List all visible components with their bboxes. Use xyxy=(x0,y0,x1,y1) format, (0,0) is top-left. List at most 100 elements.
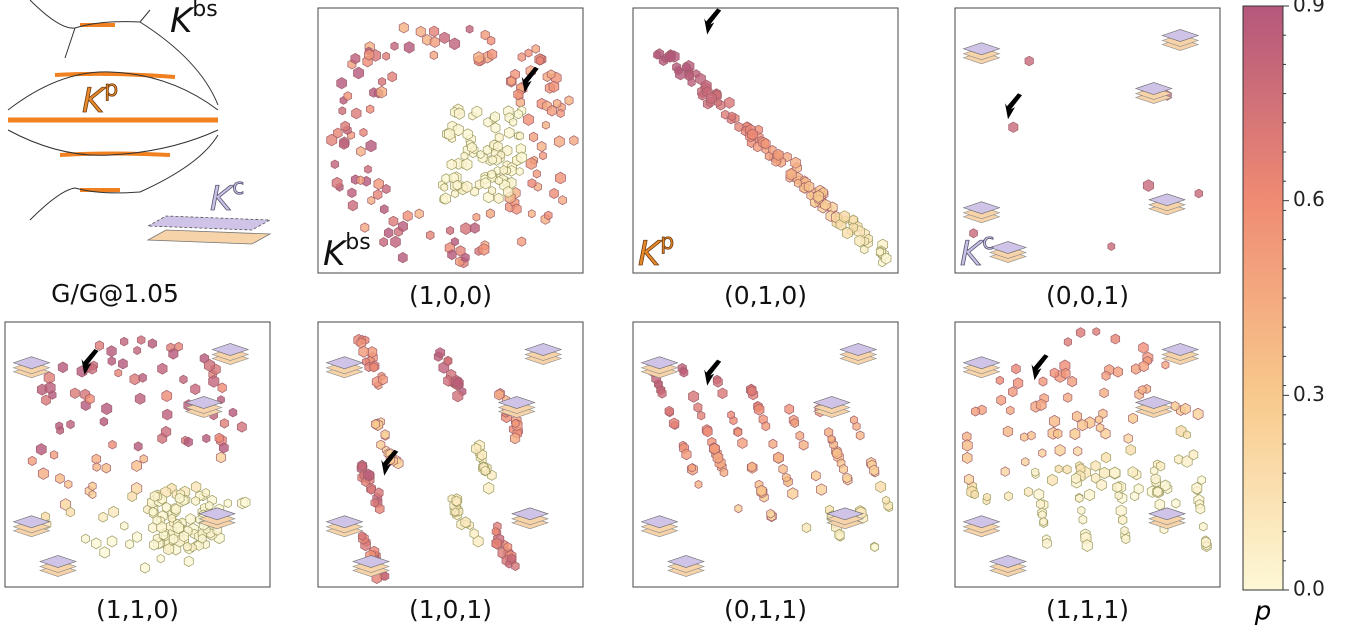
hex-point xyxy=(447,159,456,170)
hex-point xyxy=(769,439,777,448)
hex-point xyxy=(491,123,500,133)
hex-point xyxy=(997,395,1006,405)
hex-point xyxy=(767,509,775,518)
hex-point xyxy=(555,172,565,184)
hex-point xyxy=(109,440,117,449)
hex-point xyxy=(363,469,373,481)
hex-point xyxy=(791,419,799,428)
hex-point xyxy=(358,462,366,471)
hex-point xyxy=(514,89,523,100)
hex-point xyxy=(1110,467,1120,479)
hex-point xyxy=(206,501,213,510)
hex-point xyxy=(720,468,728,477)
hex-point xyxy=(168,514,175,522)
colorbar-label: p xyxy=(1254,597,1272,627)
hex-point xyxy=(1097,479,1107,490)
hex-point xyxy=(796,431,804,440)
hex-point xyxy=(528,179,536,188)
hex-point xyxy=(220,419,228,429)
hex-point xyxy=(216,452,225,463)
hex-point xyxy=(962,452,972,463)
hex-point xyxy=(523,114,533,126)
hex-point xyxy=(794,179,801,187)
hex-point xyxy=(1039,449,1046,458)
hex-point xyxy=(1175,455,1183,464)
hex-point xyxy=(452,496,461,506)
hex-point xyxy=(654,51,661,60)
hex-point xyxy=(337,78,347,89)
hex-point xyxy=(128,491,137,501)
inset-base: K xyxy=(323,234,348,274)
hex-point xyxy=(972,407,980,416)
hex-point xyxy=(1183,431,1190,439)
hex-point xyxy=(779,464,787,474)
hex-point xyxy=(157,555,164,563)
inset-label: Kp xyxy=(82,77,118,121)
hex-point xyxy=(461,253,469,262)
hex-point xyxy=(703,426,712,437)
hex-point xyxy=(441,193,451,204)
inset-base: K xyxy=(638,234,663,274)
hex-point xyxy=(1151,467,1158,475)
hex-point xyxy=(871,543,879,552)
hex-point xyxy=(339,139,348,150)
hex-point xyxy=(99,512,108,522)
hex-point xyxy=(557,109,564,118)
hex-point xyxy=(462,181,472,193)
hex-point xyxy=(689,391,699,403)
hex-point xyxy=(799,440,808,450)
hex-point xyxy=(1115,491,1122,499)
hex-point xyxy=(382,184,390,193)
hex-point xyxy=(1001,467,1009,477)
hex-point xyxy=(489,187,496,195)
hex-point xyxy=(348,188,356,198)
hex-point xyxy=(161,426,171,437)
inset-sup: c xyxy=(232,175,244,200)
hex-point xyxy=(1102,452,1111,463)
panel-label: (1,1,0) xyxy=(96,595,179,624)
hex-point xyxy=(1054,429,1062,439)
hex-point xyxy=(179,531,188,542)
hex-point xyxy=(430,51,438,60)
hex-point xyxy=(504,542,512,551)
hex-point xyxy=(1072,411,1081,422)
hex-point xyxy=(58,362,67,373)
hex-point xyxy=(1119,515,1127,525)
hex-point xyxy=(348,200,357,211)
hex-point xyxy=(470,223,479,234)
tick-label: 0.6 xyxy=(1293,187,1325,211)
hex-point xyxy=(1181,403,1191,414)
hex-point xyxy=(486,209,494,219)
hex-point xyxy=(415,209,423,219)
hex-point xyxy=(137,336,145,345)
hex-point xyxy=(550,188,559,198)
hex-point xyxy=(175,493,184,503)
hex-point xyxy=(1055,465,1062,473)
hex-point xyxy=(1189,450,1198,460)
hex-point xyxy=(452,190,459,198)
hex-point xyxy=(1005,492,1013,501)
hex-point xyxy=(734,428,741,437)
hex-point xyxy=(474,52,484,64)
hex-point xyxy=(1039,377,1047,386)
hex-point xyxy=(856,431,864,440)
hex-point xyxy=(70,388,79,399)
hex-point xyxy=(371,499,379,508)
hex-point xyxy=(491,112,500,123)
hex-point xyxy=(1198,476,1206,485)
hex-point xyxy=(1025,56,1033,66)
figure: Kbs Kp Kc G/G@1.05 (1,0,0)Kbs(0,1,0)Kp(0… xyxy=(0,0,1367,635)
hex-point xyxy=(517,152,527,163)
hex-point xyxy=(1100,388,1109,398)
hex-point xyxy=(38,468,48,480)
hex-point xyxy=(1122,534,1130,543)
hex-point xyxy=(688,464,695,472)
hex-point xyxy=(36,444,46,456)
hex-point xyxy=(186,514,195,525)
hex-point xyxy=(354,67,364,79)
hex-point xyxy=(503,186,513,197)
hex-point xyxy=(366,140,376,152)
hex-point xyxy=(1111,334,1120,344)
hex-point xyxy=(1047,474,1057,486)
hex-point xyxy=(688,78,695,86)
